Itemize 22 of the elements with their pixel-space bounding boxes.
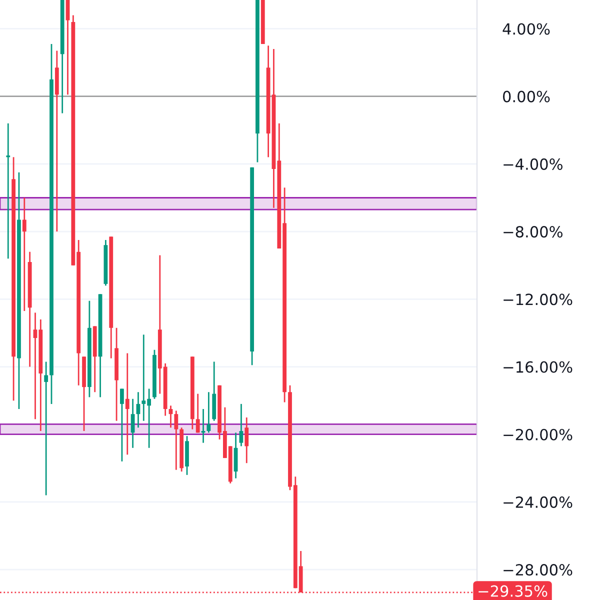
candlestick [206,391,211,434]
y-tick-label: 0.00% [503,90,550,102]
y-tick-label: −28.00% [504,564,572,576]
ref-line-label: −29.35% [478,585,548,597]
y-tick-label: 4.00% [502,23,550,35]
candlestick [239,403,244,447]
candlestick [66,0,70,96]
y-tick-label: −24.00% [504,496,572,508]
y-tick-label: −4.00% [504,158,562,170]
candlestick [125,352,130,456]
candlestick [120,388,124,462]
candlestick [196,393,200,434]
y-tick-label: −20.00% [504,428,572,440]
candlestick [130,398,135,449]
y-tick-label: −12.00% [504,294,572,306]
candlestick [22,197,26,312]
candlestick [44,360,48,496]
y-tick-label: −16.00% [504,361,572,373]
candlestick [174,410,178,471]
candlestick [244,416,249,464]
candlestick [6,122,10,260]
y-tick-label: −8.00% [504,226,562,238]
